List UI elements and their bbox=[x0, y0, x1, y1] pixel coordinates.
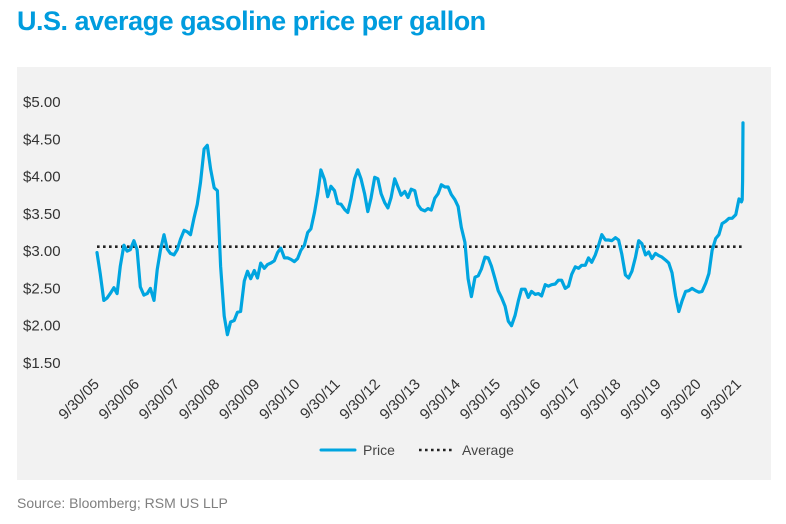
x-tick-label: 9/30/17 bbox=[537, 376, 584, 423]
x-tick-label: 9/30/15 bbox=[457, 376, 504, 423]
y-tick-label: $2.00 bbox=[23, 318, 61, 335]
x-tick-label: 9/30/12 bbox=[336, 376, 383, 423]
page-title: U.S. average gasoline price per gallon bbox=[17, 6, 486, 36]
source-note: Source: Bloomberg; RSM US LLP bbox=[17, 495, 228, 511]
x-tick-label: 9/30/18 bbox=[577, 376, 624, 423]
x-tick-label: 9/30/21 bbox=[697, 376, 744, 423]
x-tick-label: 9/30/20 bbox=[657, 376, 704, 423]
x-tick-label: 9/30/14 bbox=[417, 376, 464, 423]
legend: Price Average bbox=[319, 442, 514, 458]
y-tick-label: $4.00 bbox=[23, 169, 61, 186]
chart: $5.00 $4.50 $4.00 $3.50 $3.00 $2.50 $2.00 $1.50… bbox=[23, 94, 745, 458]
x-tick-label: 9/30/07 bbox=[136, 376, 183, 423]
y-tick-label: $2.50 bbox=[23, 280, 61, 297]
y-tick-label: $3.50 bbox=[23, 206, 61, 223]
x-tick-label: 9/30/09 bbox=[216, 376, 263, 423]
x-tick-label: 9/30/05 bbox=[55, 376, 102, 423]
y-tick-label: $1.50 bbox=[23, 355, 61, 372]
chart-panel: $5.00 $4.50 $4.00 $3.50 $3.00 $2.50 $2.00 $1.50… bbox=[17, 67, 771, 480]
y-tick-label: $4.50 bbox=[23, 131, 61, 148]
legend-average-label: Average bbox=[462, 442, 514, 458]
x-tick-label: 9/30/06 bbox=[96, 376, 143, 423]
y-tick-label: $3.00 bbox=[23, 243, 61, 260]
legend-price-label: Price bbox=[363, 442, 395, 458]
plot-area bbox=[95, 121, 745, 337]
x-tick-label: 9/30/19 bbox=[617, 376, 664, 423]
x-tick-label: 9/30/13 bbox=[376, 376, 423, 423]
x-tick-label: 9/30/08 bbox=[176, 376, 223, 423]
x-tick-label: 9/30/16 bbox=[497, 376, 544, 423]
x-tick-label: 9/30/11 bbox=[297, 376, 344, 423]
y-axis: $5.00 $4.50 $4.00 $3.50 $3.00 $2.50 $2.00 $1.50 bbox=[23, 94, 61, 372]
y-tick-label: $5.00 bbox=[23, 94, 61, 111]
x-tick-label: 9/30/10 bbox=[256, 376, 303, 423]
x-axis: 9/30/059/30/069/30/079/30/089/30/099/30/… bbox=[55, 376, 744, 423]
price-line bbox=[95, 121, 745, 337]
